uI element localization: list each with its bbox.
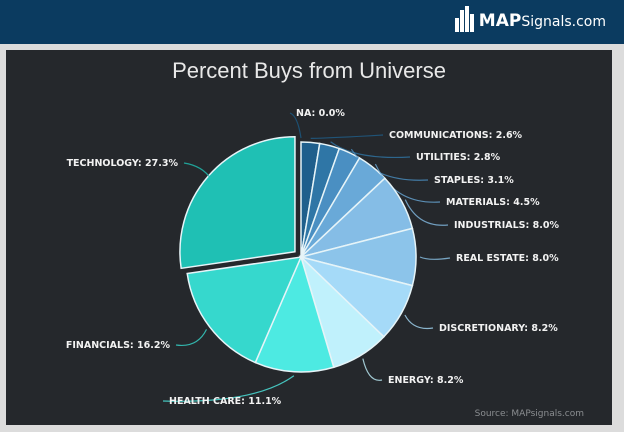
chart-title: Percent Buys from Universe [172,58,446,83]
leader-line-staples [350,148,429,181]
slice-label-industrials: INDUSTRIALS: 8.0% [454,220,559,231]
slice-label-materials: MATERIALS: 4.5% [446,197,540,208]
source-note: Source: MAPsignals.com [474,409,584,419]
leader-line-health-care [162,375,295,402]
leader-line-discretionary [404,314,434,330]
slice-label-technology: TECHNOLOGY: 27.3% [67,158,179,169]
leader-line-technology [183,162,212,180]
slice-label-real-estate: REAL ESTATE: 8.0% [456,253,559,264]
logo-bold: MAP [478,11,522,31]
header-bar: MAPSignals.com [0,0,624,44]
chart-panel: Percent Buys from Universe NA: 0.0% COMMU… [6,50,612,425]
leader-line-energy [362,358,383,381]
leader-line-utilities [330,141,411,158]
logo-bars-icon [454,6,475,34]
slice-label-staples: STAPLES: 3.1% [434,175,514,186]
pie-slice-health-care [254,254,335,373]
pie-slice-technology [179,136,296,270]
slice-label-communications: COMMUNICATIONS: 2.6% [389,130,523,141]
slice-label-energy: ENERGY: 8.2% [388,375,464,386]
slice-label-health-care: HEALTH CARE: 11.1% [169,396,282,407]
leader-line-na [289,112,302,139]
mapsignals-logo: MAPSignals.com [454,6,606,34]
slice-label-discretionary: DISCRETIONARY: 8.2% [439,323,558,334]
logo-rest: Signals.com [521,14,606,30]
slice-label-na: NA: 0.0% [296,108,345,119]
slice-label-financials: FINANCIALS: 16.2% [66,340,171,351]
pie-chart: NA: 0.0% COMMUNICATIONS: 2.6% UTILITIES: 2… [66,108,560,407]
slice-label-utilities: UTILITIES: 2.8% [416,152,501,163]
leader-line-financials [175,329,208,347]
pie-slice-financials [186,256,303,364]
leader-line-industrials [404,199,449,226]
leader-line-materials [374,163,441,203]
leader-line-communications [310,134,384,139]
leader-line-real-estate [419,256,451,260]
